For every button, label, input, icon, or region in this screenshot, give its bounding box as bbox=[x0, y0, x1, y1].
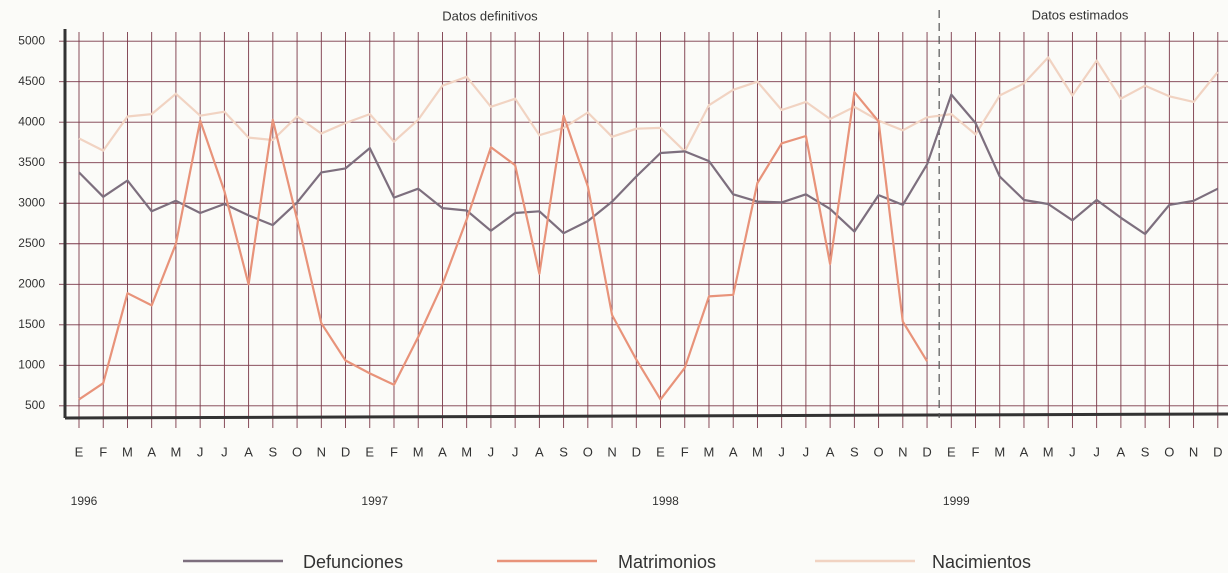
year-label: 1996 bbox=[71, 494, 98, 508]
x-tick-label: D bbox=[632, 444, 641, 459]
y-tick-label: 3500 bbox=[18, 155, 45, 169]
x-tick-label: M bbox=[461, 444, 472, 459]
y-tick-label: 500 bbox=[25, 398, 45, 412]
annotation: Datos estimados bbox=[1032, 7, 1129, 22]
x-tick-label: S bbox=[850, 444, 859, 459]
x-tick-label: J bbox=[1093, 444, 1100, 459]
x-tick-label: E bbox=[947, 444, 956, 459]
x-tick-label: D bbox=[341, 444, 350, 459]
x-tick-label: M bbox=[170, 444, 181, 459]
legend-label: Defunciones bbox=[303, 552, 403, 572]
x-tick-label: O bbox=[1164, 444, 1174, 459]
x-tick-label: E bbox=[365, 444, 374, 459]
x-tick-label: M bbox=[704, 444, 715, 459]
x-tick-label: M bbox=[122, 444, 133, 459]
x-tick-label: N bbox=[1189, 444, 1198, 459]
x-tick-label: J bbox=[488, 444, 495, 459]
x-tick-label: D bbox=[1213, 444, 1222, 459]
x-tick-label: O bbox=[583, 444, 593, 459]
x-tick-label: A bbox=[244, 444, 253, 459]
x-tick-label: E bbox=[656, 444, 665, 459]
series-line bbox=[78, 93, 1219, 236]
x-tick-label: J bbox=[197, 444, 204, 459]
y-tick-label: 1500 bbox=[18, 317, 45, 331]
annotation: Datos definitivos bbox=[442, 8, 538, 23]
x-tick-label: D bbox=[922, 444, 931, 459]
x-tick-label: A bbox=[826, 444, 835, 459]
x-tick-label: A bbox=[1020, 444, 1029, 459]
legend-label: Matrimonios bbox=[618, 552, 716, 572]
x-tick-label: N bbox=[898, 444, 907, 459]
y-tick-label: 3000 bbox=[18, 195, 45, 209]
x-tick-label: O bbox=[874, 444, 884, 459]
x-tick-label: O bbox=[292, 444, 302, 459]
x-tick-label: A bbox=[438, 444, 447, 459]
series-line bbox=[78, 56, 1219, 153]
y-tick-label: 4500 bbox=[18, 74, 45, 88]
x-tick-label: M bbox=[752, 444, 763, 459]
year-label: 1999 bbox=[943, 494, 970, 508]
x-tick-label: A bbox=[147, 444, 156, 459]
x-tick-label: J bbox=[512, 444, 519, 459]
x-tick-label: N bbox=[317, 444, 326, 459]
x-tick-label: N bbox=[607, 444, 616, 459]
year-label: 1998 bbox=[652, 494, 679, 508]
x-tick-label: A bbox=[535, 444, 544, 459]
x-tick-label: M bbox=[994, 444, 1005, 459]
x-tick-label: S bbox=[1141, 444, 1150, 459]
legend-label: Nacimientos bbox=[932, 552, 1031, 572]
x-tick-label: F bbox=[99, 444, 107, 459]
y-tick-label: 2000 bbox=[18, 276, 45, 290]
x-axis bbox=[64, 412, 1228, 420]
x-tick-label: M bbox=[413, 444, 424, 459]
x-tick-label: F bbox=[390, 444, 398, 459]
x-tick-label: A bbox=[1117, 444, 1126, 459]
x-tick-label: J bbox=[1069, 444, 1076, 459]
y-tick-label: 4000 bbox=[18, 114, 45, 128]
series-line bbox=[78, 91, 929, 401]
x-tick-label: S bbox=[269, 444, 278, 459]
x-tick-label: J bbox=[778, 444, 785, 459]
y-tick-label: 2500 bbox=[18, 236, 45, 250]
x-tick-label: F bbox=[681, 444, 689, 459]
x-tick-label: A bbox=[729, 444, 738, 459]
y-tick-label: 5000 bbox=[18, 33, 45, 47]
x-tick-label: J bbox=[803, 444, 810, 459]
x-tick-label: M bbox=[1043, 444, 1054, 459]
x-tick-label: J bbox=[221, 444, 228, 459]
y-tick-label: 1000 bbox=[18, 357, 45, 371]
year-label: 1997 bbox=[361, 494, 388, 508]
x-tick-label: E bbox=[75, 444, 84, 459]
x-tick-label: S bbox=[559, 444, 568, 459]
x-tick-label: F bbox=[972, 444, 980, 459]
